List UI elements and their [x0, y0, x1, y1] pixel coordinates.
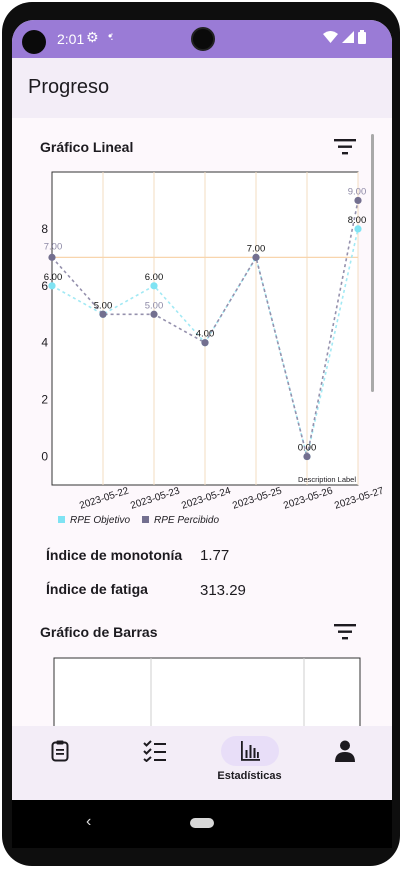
bar-filter-icon[interactable] — [334, 624, 356, 640]
bar-chart-icon — [240, 741, 260, 761]
point-objetivo — [354, 225, 362, 233]
nav-item-estadisticas[interactable]: Estadísticas — [202, 726, 297, 800]
data-label-objetivo: 7.00 — [247, 243, 266, 254]
point-objetivo — [150, 282, 158, 290]
fatigue-value: 313.29 — [200, 582, 246, 599]
screen: 2:01 ⚙ •: Progreso Gráfico Lineal 2023-0… — [12, 20, 392, 848]
nav-item-clipboard[interactable] — [12, 726, 107, 800]
data-label-objetivo: 4.00 — [196, 329, 215, 340]
legend-swatch-percibido — [142, 516, 149, 523]
line-chart[interactable]: 2023-05-222023-05-232023-05-242023-05-25… — [12, 118, 392, 538]
top-app-bar: Progreso — [12, 58, 392, 118]
data-label-objetivo: 8.00 — [348, 215, 367, 226]
data-label-percibido: 5.00 — [145, 300, 164, 311]
person-icon — [334, 740, 355, 762]
point-percibido — [99, 310, 107, 318]
y-tick-label: 2 — [41, 393, 48, 407]
home-pill-icon[interactable] — [190, 818, 214, 828]
settings-gear-icon: ⚙ — [86, 29, 99, 45]
y-tick-label: 4 — [41, 336, 48, 350]
monotony-label: Índice de monotonía — [46, 547, 183, 563]
status-icons — [323, 30, 366, 44]
legend-label-objetivo: RPE Objetivo — [70, 515, 130, 526]
nav-label-estadisticas: Estadísticas — [217, 770, 282, 782]
point-percibido — [252, 253, 260, 261]
point-percibido — [150, 310, 158, 318]
bar-chart-title: Gráfico de Barras — [40, 624, 158, 640]
point-percibido — [48, 253, 56, 261]
scrollbar[interactable] — [371, 134, 374, 392]
y-tick-label: 8 — [41, 222, 48, 236]
clipboard-icon — [51, 740, 68, 762]
camera-dot — [22, 30, 46, 54]
data-label-percibido: 7.00 — [44, 241, 63, 252]
scroll-content[interactable]: Gráfico Lineal 2023-05-22 2023-05-23 2023-… — [12, 118, 392, 726]
bar-chart[interactable]: 7575.200 — [12, 118, 392, 726]
status-time: 2:01 — [57, 31, 85, 47]
line-filter-icon[interactable] — [334, 139, 356, 155]
battery-icon — [358, 30, 366, 44]
point-percibido — [354, 196, 362, 205]
status-bar: 2:01 ⚙ •: — [12, 20, 392, 58]
bar-chart-frame — [53, 657, 361, 726]
line-chart-title: Gráfico Lineal — [40, 139, 134, 155]
nav-item-profile[interactable] — [297, 726, 392, 800]
bottom-navigation: Estadísticas — [12, 726, 392, 800]
data-label-objetivo: 0.00 — [298, 443, 317, 454]
fatigue-label: Índice de fatiga — [46, 581, 148, 597]
data-label-objetivo: 6.00 — [44, 272, 63, 283]
monotony-value: 1.77 — [200, 547, 230, 564]
notification-dots-icon: •: — [108, 29, 113, 43]
front-camera — [191, 27, 215, 51]
data-label-objetivo: 5.00 — [94, 300, 113, 311]
page-title: Progreso — [28, 76, 110, 98]
point-percibido — [303, 452, 311, 461]
legend-swatch-objetivo — [58, 516, 65, 523]
point-objetivo — [48, 282, 56, 290]
y-tick-label: 0 — [41, 450, 48, 464]
description-label: Description Label — [298, 475, 356, 484]
legend-label-percibido: RPE Percibido — [154, 515, 219, 526]
nav-active-indicator — [220, 736, 279, 766]
data-label-percibido: 9.00 — [348, 186, 367, 197]
point-percibido — [201, 339, 209, 347]
signal-icon — [342, 31, 354, 43]
system-navigation-bar: ‹ — [12, 800, 392, 848]
y-tick-label: 6 — [41, 279, 48, 293]
nav-item-checklist[interactable] — [107, 726, 202, 800]
data-label-objetivo: 6.00 — [145, 272, 164, 283]
checklist-icon — [142, 740, 166, 762]
back-icon[interactable]: ‹ — [86, 813, 92, 830]
wifi-icon — [323, 31, 338, 43]
